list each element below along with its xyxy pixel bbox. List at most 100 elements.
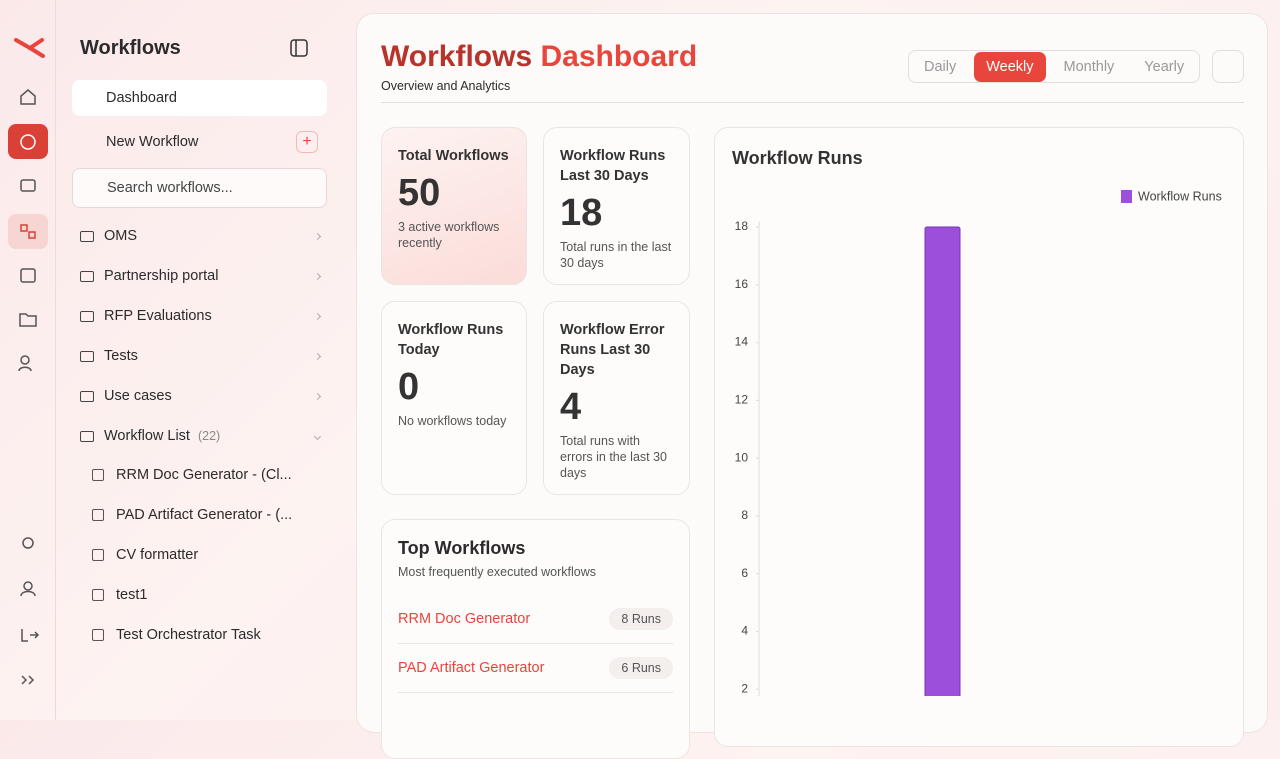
workflow-item[interactable]: CV formatter: [92, 539, 322, 571]
folder-icon: [80, 310, 94, 322]
folder-name: Workflow List: [104, 428, 190, 444]
stat-value: 0: [398, 366, 420, 408]
folder-name: RFP Evaluations: [104, 308, 212, 324]
workflow-name: Test Orchestrator Task: [116, 627, 261, 643]
stat-card: Workflow Runs Today 0 No workflows today: [381, 301, 527, 495]
workflow-icon: [92, 509, 104, 521]
runs-badge: 6 Runs: [609, 657, 673, 679]
stat-card: Workflow Error Runs Last 30 Days 4 Total r…: [543, 301, 690, 495]
chevron: [313, 272, 322, 280]
chart: Workflow Runs 2 4 6 8 10 12 14 16 18 Workflow Run…: [732, 148, 1222, 746]
icon-rail: [0, 0, 56, 720]
folder-icon: [80, 270, 94, 282]
chevron: [313, 432, 322, 440]
add-button[interactable]: +: [296, 131, 318, 153]
y-tick-label: 10: [735, 450, 749, 464]
workflow-item[interactable]: Test Orchestrator Task: [92, 619, 322, 651]
chevron: [313, 352, 322, 360]
y-tick-label: 16: [735, 277, 749, 291]
y-tick-label: 4: [741, 624, 748, 638]
y-tick-label: 18: [735, 219, 749, 233]
stat-note: No workflows today: [398, 414, 507, 428]
folder[interactable]: Use cases: [80, 380, 322, 412]
workflow-item[interactable]: RRM Doc Generator - (Cl...: [92, 459, 322, 491]
period-tabs: Daily Weekly Monthly Yearly: [908, 50, 1200, 83]
stat-card: Workflow Runs Last 30 Days 18 Total runs i…: [543, 127, 690, 285]
stat-label: Workflow Error Runs Last 30 Days: [560, 322, 665, 378]
folder-name: OMS: [104, 228, 138, 244]
folder-name: Use cases: [104, 388, 172, 404]
workflow-name: CV formatter: [116, 547, 199, 563]
workflow-icon: [92, 549, 104, 561]
legend-label: Workflow Runs: [1138, 189, 1222, 203]
stat-value: 50: [398, 172, 441, 214]
nav-item[interactable]: New Workflow: [106, 134, 199, 150]
folder-icon: [80, 430, 94, 442]
dashboard-panel: Workflows Dashboard Overview and Analyti…: [356, 13, 1268, 759]
chevron: [313, 392, 322, 400]
stat-note: 3 active workflows recently: [398, 220, 500, 250]
stat-value: 18: [560, 192, 603, 234]
folder-icon: [80, 230, 94, 242]
y-tick-label: 8: [741, 508, 748, 522]
workflow-icon: [92, 589, 104, 601]
folder-count: (22): [197, 429, 221, 443]
period-tab[interactable]: Monthly: [1063, 58, 1115, 75]
search-input[interactable]: Search workflows...: [72, 168, 327, 208]
bar: [924, 226, 961, 746]
sidebar: Workflows Dashboard New Workflow + Searc…: [56, 0, 346, 720]
folder-name: Tests: [104, 348, 138, 364]
chevron: [313, 232, 322, 240]
workflow-icon: [92, 629, 104, 641]
workflow-item[interactable]: PAD Artifact Generator - (...: [92, 499, 322, 531]
rail-icons: [8, 38, 48, 685]
dashboard-title: Workflows Dashboard: [381, 40, 697, 74]
folder[interactable]: Workflow List (22): [80, 420, 322, 452]
legend-swatch: [1121, 190, 1132, 203]
folder-icon: [80, 390, 94, 402]
y-tick-label: 6: [741, 566, 748, 580]
workflow-link: RRM Doc Generator: [398, 611, 531, 627]
y-tick-label: 12: [735, 393, 749, 407]
workflow-name: PAD Artifact Generator - (...: [116, 507, 293, 523]
divider: [381, 102, 1244, 103]
sidebar-title: Workflows: [80, 37, 181, 59]
collapse-button[interactable]: [290, 39, 308, 57]
calendar-button[interactable]: [1212, 50, 1244, 83]
stat-label: Workflow Runs Today: [398, 322, 504, 358]
chevron: [313, 312, 322, 320]
workflow-item[interactable]: test1: [92, 579, 322, 611]
period-tab[interactable]: Weekly: [974, 51, 1046, 82]
folder-icon: [80, 350, 94, 362]
stat-card: Total Workflows 50 3 active workflows rece…: [381, 127, 527, 285]
title-part: Workflows: [381, 40, 533, 73]
y-tick-label: 14: [735, 335, 749, 349]
card-title: Top Workflows: [398, 538, 526, 558]
period-tab[interactable]: Yearly: [1144, 58, 1185, 75]
workflow-link: PAD Artifact Generator: [398, 660, 545, 676]
folder[interactable]: OMS: [80, 220, 322, 252]
title-part: Dashboard: [540, 40, 698, 73]
folder[interactable]: Tests: [80, 340, 322, 372]
stat-label: Workflow Runs Last 30 Days: [560, 148, 666, 184]
top-list: RRM Doc Generator 8 Runs PAD Artifact Gene…: [398, 595, 673, 693]
card-subtitle: Most frequently executed workflows: [398, 565, 597, 579]
folder[interactable]: Partnership portal: [80, 260, 322, 292]
subtitle: Overview and Analytics: [381, 79, 511, 93]
stat-label: Total Workflows: [398, 148, 509, 164]
top-item[interactable]: RRM Doc Generator 8 Runs: [398, 595, 673, 644]
top-workflows-card: Top Workflows Most frequently executed w…: [381, 519, 690, 759]
stat-note: Total runs in the last 30 days: [560, 240, 672, 270]
workflow-icon: [92, 469, 104, 481]
workflow-name: test1: [116, 587, 148, 603]
folder-name: Partnership portal: [104, 268, 219, 284]
folder[interactable]: RFP Evaluations: [80, 300, 322, 332]
period-tab[interactable]: Daily: [924, 58, 957, 75]
top-item[interactable]: PAD Artifact Generator 6 Runs: [398, 644, 673, 693]
stat-value: 4: [560, 386, 582, 428]
chart-title: Workflow Runs: [732, 148, 863, 168]
stat-note: Total runs with errors in the last 30 da…: [560, 434, 667, 480]
nav-item[interactable]: Dashboard: [72, 80, 327, 116]
runs-badge: 8 Runs: [609, 608, 673, 630]
